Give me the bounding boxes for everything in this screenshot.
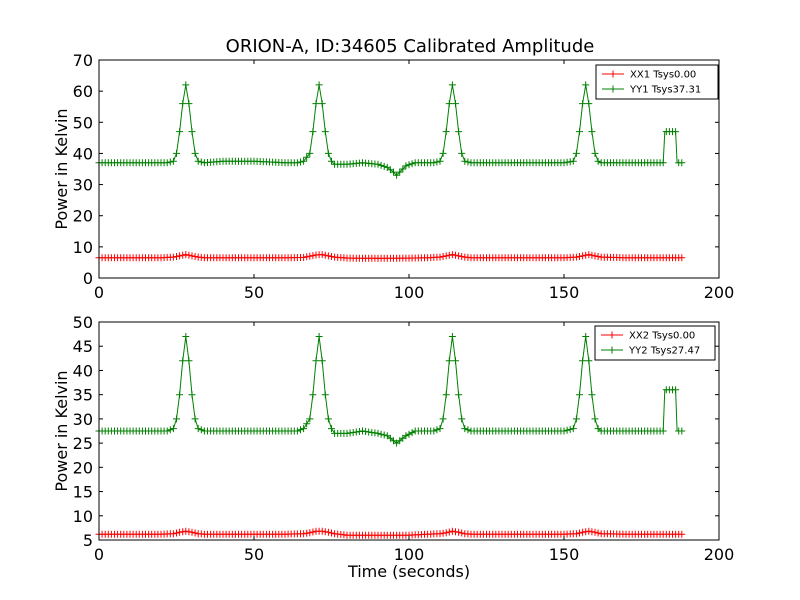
legend-marker: [609, 70, 617, 78]
x-tick-label: 0: [94, 545, 104, 564]
y-tick-label: 15: [73, 483, 93, 502]
legend-marker: [608, 346, 616, 354]
y-tick-label: 20: [73, 207, 93, 226]
y-tick-label: 30: [73, 176, 93, 195]
legend-label: YY2 Tsys27.47: [628, 346, 700, 357]
x-tick-label: 0: [94, 283, 104, 302]
y-tick-label: 50: [73, 113, 93, 132]
x-tick-label: 50: [244, 283, 264, 302]
legend-marker: [608, 331, 616, 339]
x-tick-label: 150: [549, 545, 580, 564]
y-tick-label: 10: [73, 507, 93, 526]
x-tick-label: 200: [704, 545, 735, 564]
x-tick-label: 100: [394, 283, 425, 302]
y-tick-label: 25: [73, 434, 93, 453]
y-tick-label: 0: [83, 269, 93, 288]
legend: XX2 Tsys0.00 YY2 Tsys27.47: [594, 325, 716, 361]
legend-label: YY1 Tsys37.31: [629, 85, 701, 96]
y-tick-label: 20: [73, 458, 93, 477]
legend-box: [595, 64, 719, 100]
y-axis-label: Power in Kelvin: [52, 108, 71, 229]
legend-box: [594, 325, 716, 361]
y-tick-label: 5: [83, 531, 93, 550]
y-tick-label: 40: [73, 144, 93, 163]
x-tick-label: 100: [394, 545, 425, 564]
legend-label: XX2 Tsys0.00: [629, 331, 695, 342]
y-tick-label: 35: [73, 386, 93, 405]
x-tick-label: 50: [244, 545, 264, 564]
y-tick-label: 70: [73, 51, 93, 70]
y-tick-label: 40: [73, 361, 93, 380]
figure-title: ORION-A, ID:34605 Calibrated Amplitude: [226, 36, 595, 57]
y-axis-label: Power in Kelvin: [52, 370, 71, 491]
x-tick-label: 200: [704, 283, 735, 302]
legend-label: XX1 Tsys0.00: [630, 70, 696, 81]
top-plot-panel: 0 50 100 150 200 0 10 20 30 40 50 60 70 Power in Kelv…: [52, 51, 734, 302]
x-tick-label: 150: [549, 283, 580, 302]
y-tick-label: 60: [73, 82, 93, 101]
y-tick-label: 50: [73, 313, 93, 332]
legend-marker: [609, 85, 617, 93]
y-tick-label: 30: [73, 410, 93, 429]
legend: XX1 Tsys0.00 YY1 Tsys37.31: [595, 64, 719, 100]
bottom-plot-panel: 0 50 100 150 200 5 10 15 20 25 30 35 40 45 50 Power in …: [52, 313, 734, 581]
y-tick-label: 45: [73, 337, 93, 356]
y-tick-label: 10: [73, 238, 93, 257]
series-yy1: [95, 81, 686, 179]
series-xx2: [95, 527, 686, 539]
x-axis-label: Time (seconds): [347, 562, 470, 581]
